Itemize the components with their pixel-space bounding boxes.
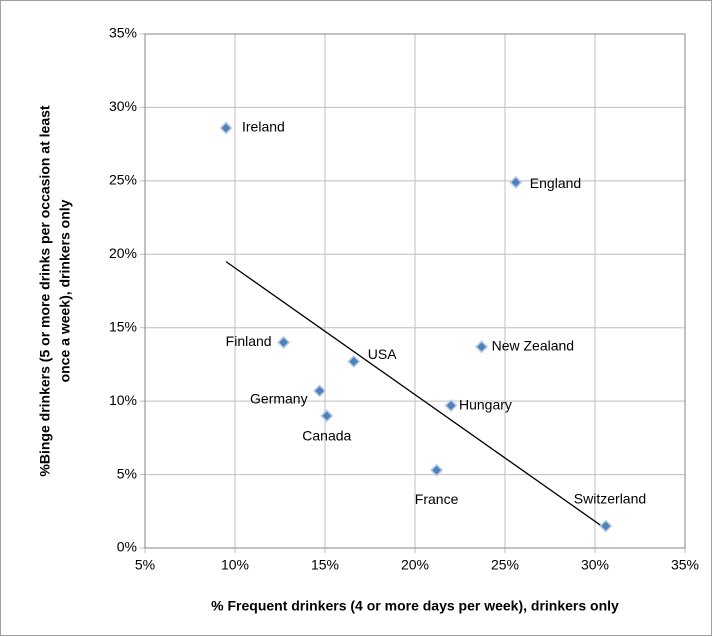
point-label: Switzerland xyxy=(574,491,646,507)
point-label: USA xyxy=(368,346,397,362)
y-tick-label: 20% xyxy=(109,245,137,261)
x-tick-label: 10% xyxy=(221,557,249,573)
point-label: Hungary xyxy=(459,396,512,412)
x-tick-label: 30% xyxy=(581,557,609,573)
data-point xyxy=(509,175,523,189)
x-axis-title: % Frequent drinkers (4 or more days per … xyxy=(211,598,619,614)
data-point xyxy=(430,463,444,477)
y-tick-label: 5% xyxy=(117,465,137,481)
y-tick-label: 10% xyxy=(109,392,137,408)
plot-border xyxy=(144,33,686,549)
x-tick-label: 25% xyxy=(491,557,519,573)
point-label: Ireland xyxy=(242,119,285,135)
x-tick-label: 35% xyxy=(671,557,699,573)
x-tick-label: 5% xyxy=(135,557,155,573)
data-point xyxy=(219,121,233,135)
point-label: France xyxy=(415,491,459,507)
y-axis-title: %Binge drinkers (5 or more drinks per oc… xyxy=(37,105,53,476)
y-tick-label: 30% xyxy=(109,98,137,114)
point-label: Finland xyxy=(226,333,272,349)
data-point xyxy=(444,398,458,413)
y-tick-label: 35% xyxy=(109,25,137,41)
data-point xyxy=(277,335,291,349)
data-point xyxy=(599,519,613,533)
y-axis-title: once a week), drinkers only xyxy=(57,199,73,382)
y-tick-label: 0% xyxy=(117,539,137,555)
y-tick-label: 15% xyxy=(109,318,137,334)
point-label: Canada xyxy=(302,428,351,444)
point-label: New Zealand xyxy=(492,338,574,354)
x-tick-label: 20% xyxy=(401,557,429,573)
data-point xyxy=(475,340,489,354)
data-point xyxy=(313,384,327,398)
point-label: England xyxy=(530,175,581,191)
trend-line xyxy=(225,261,607,530)
x-tick-label: 15% xyxy=(311,557,339,573)
data-point xyxy=(320,409,334,423)
point-label: Germany xyxy=(250,391,308,407)
y-tick-label: 25% xyxy=(109,172,137,188)
data-point xyxy=(347,354,361,369)
